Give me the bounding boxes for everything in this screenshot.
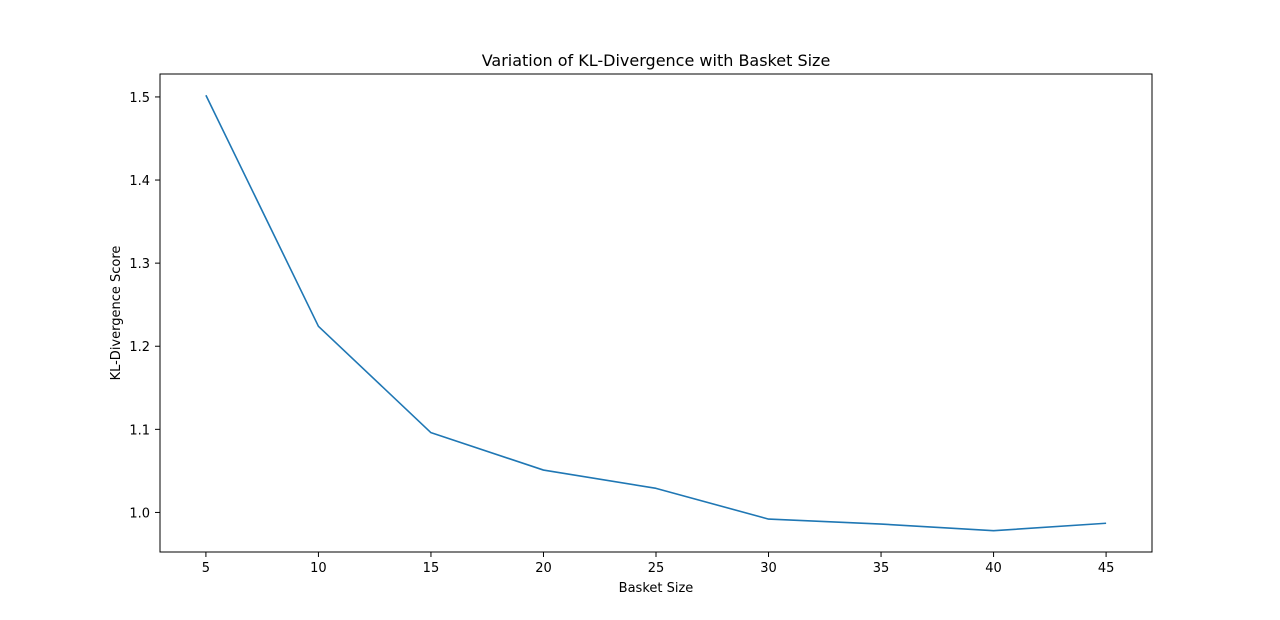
x-tick-label: 20 [535,561,552,576]
x-tick-label: 40 [985,561,1002,576]
y-tick-label: 1.4 [129,174,150,189]
y-tick-label: 1.2 [129,340,150,355]
y-tick-label: 1.1 [129,423,150,438]
y-tick-label: 1.3 [129,257,150,272]
y-tick-label: 1.0 [129,506,150,521]
x-axis-label: Basket Size [619,581,694,596]
x-tick-label: 15 [423,561,440,576]
x-tick-label: 10 [310,561,327,576]
x-axis: 5 10 15 20 25 30 35 40 45 [202,552,1115,576]
y-tick-label: 1.5 [129,91,150,106]
plot-area [205,94,1107,532]
y-axis-label: KL-Divergence Score [109,246,124,381]
x-tick-label: 30 [760,561,777,576]
x-tick-label: 45 [1098,561,1115,576]
x-tick-label: 35 [873,561,890,576]
series-line [205,94,1107,532]
x-tick-label: 5 [202,561,210,576]
y-axis: 1.0 1.1 1.2 1.3 1.4 1.5 [129,91,160,521]
chart-title: Variation of KL-Divergence with Basket S… [482,51,831,70]
x-tick-label: 25 [648,561,665,576]
